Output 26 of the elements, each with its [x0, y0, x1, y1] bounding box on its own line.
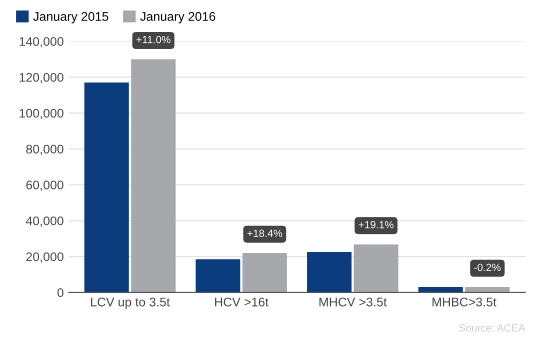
y-tick-label: 100,000: [20, 108, 64, 120]
legend-label: January 2016: [140, 12, 216, 24]
bar: [196, 259, 240, 292]
bar: [242, 252, 287, 292]
annotation: -0.2%: [474, 264, 501, 272]
bar: [131, 59, 176, 292]
bar: [354, 244, 398, 292]
bar: [465, 287, 510, 292]
bar: [418, 287, 463, 292]
bar: [307, 252, 352, 292]
y-tick-label: 0: [57, 288, 64, 298]
y-tick-label: 40,000: [26, 216, 64, 227]
y-tick-label: 60,000: [26, 180, 64, 191]
annotation: +19.1%: [358, 221, 394, 228]
y-tick-label: 120,000: [20, 72, 64, 84]
x-tick-label: HCV >16t: [215, 298, 269, 306]
annotation: +18.4%: [247, 230, 282, 237]
x-tick-label: LCV up to 3.5t: [91, 298, 170, 309]
annotation: +11.0%: [136, 36, 170, 44]
y-tick-label: 140,000: [20, 37, 64, 48]
legend-label: January 2015: [33, 12, 108, 24]
bar: [84, 82, 129, 292]
x-tick-label: MHCV >3.5t: [319, 298, 387, 306]
y-tick-label: 80,000: [26, 144, 64, 156]
x-tick-label: MHBC>3.5t: [432, 298, 496, 306]
y-tick-label: 20,000: [26, 252, 64, 263]
